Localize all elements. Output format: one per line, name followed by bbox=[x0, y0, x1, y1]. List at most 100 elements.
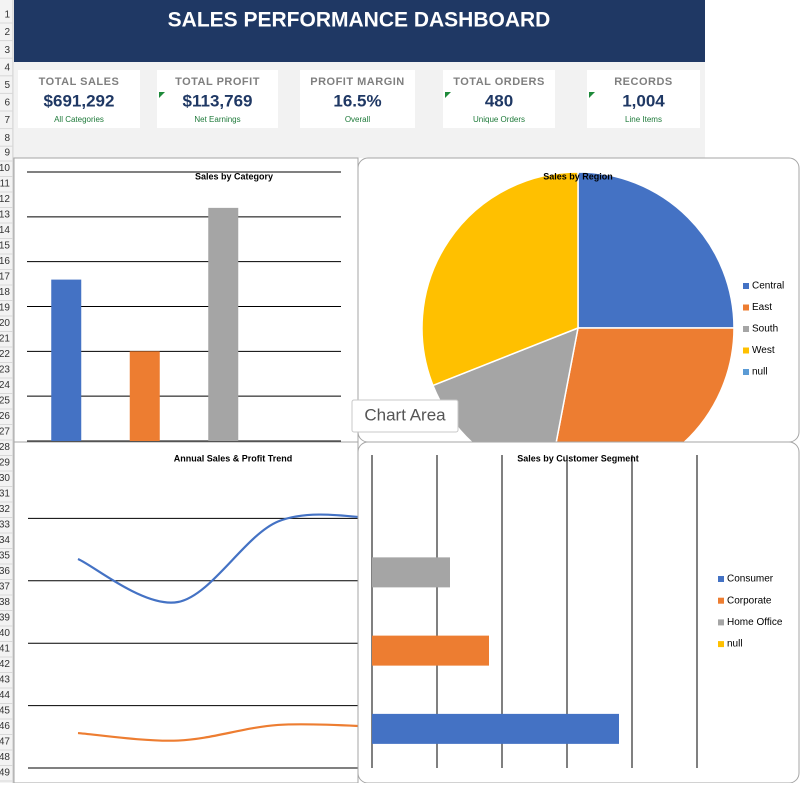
row-header: 43 bbox=[0, 675, 10, 686]
row-header: 27 bbox=[0, 427, 10, 438]
legend-label: East bbox=[752, 302, 772, 313]
row-header: 11 bbox=[0, 179, 10, 190]
chart-title: Sales by Region bbox=[543, 171, 613, 181]
row-header-column bbox=[0, 0, 13, 783]
row-header: 49 bbox=[0, 768, 10, 779]
chart-title: Sales by Customer Segment bbox=[517, 453, 639, 463]
bar bbox=[372, 557, 450, 588]
kpi-sub: Overall bbox=[345, 115, 371, 124]
row-header: 24 bbox=[0, 380, 10, 391]
legend-swatch bbox=[718, 576, 724, 582]
row-header: 34 bbox=[0, 535, 10, 546]
row-header: 31 bbox=[0, 489, 10, 500]
row-header: 4 bbox=[4, 62, 10, 73]
error-indicator bbox=[159, 92, 165, 98]
chart-panel bbox=[358, 442, 799, 783]
legend-label: null bbox=[727, 639, 743, 650]
legend-swatch bbox=[743, 326, 749, 332]
row-header: 6 bbox=[4, 98, 10, 109]
kpi-sub: All Categories bbox=[54, 115, 104, 124]
legend-label: Corporate bbox=[727, 595, 772, 606]
kpi-label: TOTAL SALES bbox=[39, 76, 120, 88]
row-header: 32 bbox=[0, 504, 10, 515]
row-header: 26 bbox=[0, 411, 10, 422]
row-header: 5 bbox=[4, 80, 10, 91]
header-bar bbox=[14, 0, 705, 62]
legend-swatch bbox=[718, 619, 724, 626]
row-header: 36 bbox=[0, 566, 10, 577]
row-header: 38 bbox=[0, 597, 10, 608]
row-header: 14 bbox=[0, 225, 10, 236]
row-header: 10 bbox=[0, 163, 10, 174]
legend-label: Central bbox=[752, 281, 784, 292]
row-header: 23 bbox=[0, 365, 10, 376]
bar bbox=[208, 207, 239, 441]
legend-swatch bbox=[743, 283, 749, 289]
row-header: 28 bbox=[0, 442, 10, 453]
row-header: 48 bbox=[0, 752, 10, 763]
kpi-value: $691,292 bbox=[44, 91, 115, 110]
pie-slice bbox=[577, 171, 735, 329]
row-header: 9 bbox=[4, 148, 10, 159]
chart-title: Annual Sales & Profit Trend bbox=[174, 453, 293, 463]
legend-swatch bbox=[718, 597, 724, 604]
legend-swatch bbox=[743, 347, 749, 354]
row-header: 1 bbox=[4, 10, 10, 21]
legend-swatch bbox=[743, 369, 749, 375]
error-indicator bbox=[445, 92, 451, 98]
row-header: 25 bbox=[0, 396, 10, 407]
row-header: 41 bbox=[0, 644, 10, 655]
tooltip-text: Chart Area bbox=[364, 405, 446, 424]
legend-swatch bbox=[718, 641, 724, 648]
row-header: 40 bbox=[0, 628, 10, 639]
kpi-card bbox=[157, 70, 278, 128]
kpi-card bbox=[18, 70, 140, 128]
row-header: 44 bbox=[0, 690, 10, 701]
row-header: 19 bbox=[0, 303, 10, 314]
row-header: 37 bbox=[0, 582, 10, 593]
row-header: 3 bbox=[4, 45, 10, 56]
row-header: 21 bbox=[0, 334, 10, 345]
error-indicator bbox=[589, 92, 595, 98]
row-header: 20 bbox=[0, 318, 10, 329]
kpi-value: 480 bbox=[485, 91, 513, 110]
row-header: 22 bbox=[0, 349, 10, 360]
row-header: 35 bbox=[0, 551, 10, 562]
kpi-value: 16.5% bbox=[333, 91, 381, 110]
kpi-sub: Unique Orders bbox=[473, 115, 525, 124]
dashboard-title: SALES PERFORMANCE DASHBOARD bbox=[168, 9, 551, 32]
kpi-card bbox=[443, 70, 555, 128]
chart: Consumer Corporate Home Office null Sales by… bbox=[371, 453, 783, 768]
kpi-label: TOTAL PROFIT bbox=[175, 76, 260, 88]
chart: Central East South West null Sales by Region bbox=[421, 171, 784, 442]
row-header: 18 bbox=[0, 287, 10, 298]
kpi-sub: Net Earnings bbox=[194, 115, 240, 124]
row-header: 12 bbox=[0, 194, 10, 205]
row-header: 46 bbox=[0, 721, 10, 732]
row-header: 33 bbox=[0, 520, 10, 531]
legend-label: West bbox=[752, 345, 775, 356]
chart: Sales by Category bbox=[27, 171, 341, 442]
pie-slice bbox=[547, 327, 735, 442]
legend-label: Home Office bbox=[727, 617, 783, 628]
pie-slice bbox=[421, 171, 579, 387]
bar bbox=[51, 279, 82, 441]
pie-slice bbox=[431, 326, 579, 442]
row-header: 39 bbox=[0, 613, 10, 624]
chart-title: Sales by Category bbox=[195, 171, 273, 181]
row-header: 16 bbox=[0, 256, 10, 267]
row-header: 47 bbox=[0, 737, 10, 748]
legend-swatch bbox=[743, 304, 749, 311]
tooltip-box bbox=[351, 399, 459, 433]
bar bbox=[372, 713, 619, 744]
kpi-sub: Line Items bbox=[625, 115, 662, 124]
row-header: 7 bbox=[4, 115, 10, 126]
legend-label: South bbox=[752, 324, 778, 335]
row-header: 45 bbox=[0, 706, 10, 717]
chart-panel bbox=[14, 442, 358, 783]
bar bbox=[372, 635, 489, 666]
kpi-value: $113,769 bbox=[183, 91, 253, 110]
kpi-label: RECORDS bbox=[614, 76, 673, 88]
